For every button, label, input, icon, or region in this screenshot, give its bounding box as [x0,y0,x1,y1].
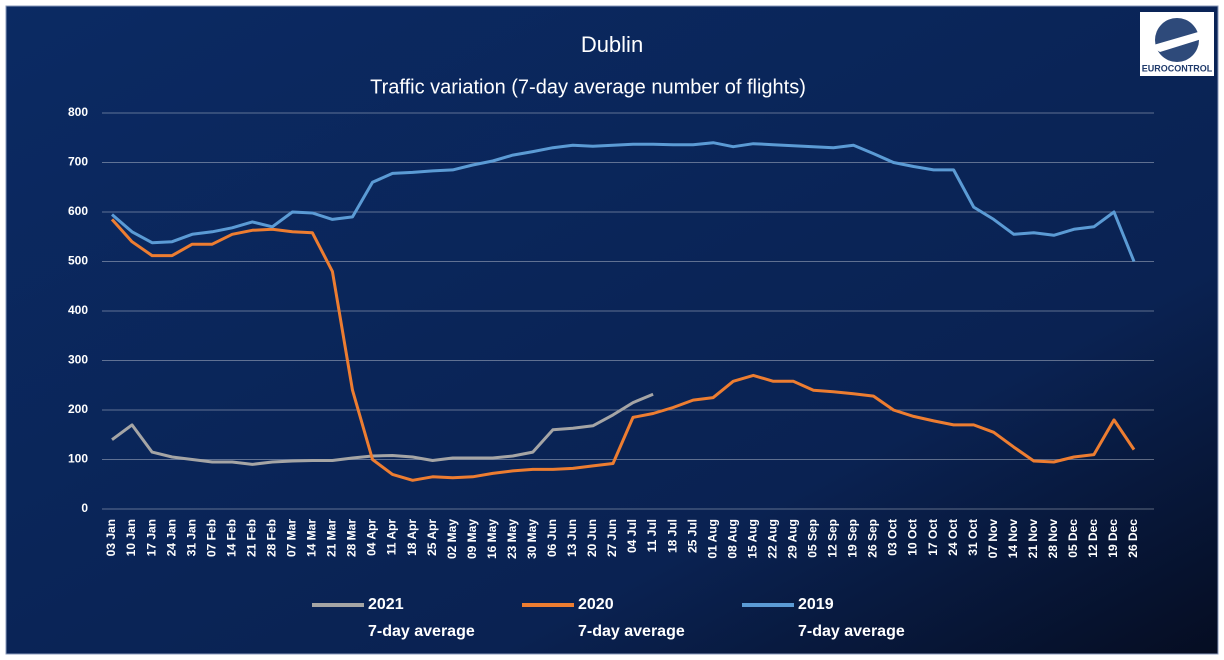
x-tick-label: 03 Jan [104,519,118,556]
x-tick-label: 04 Jul [625,519,639,553]
x-tick-label: 27 Jun [605,519,619,557]
background [5,5,1219,655]
legend-label: 2019 [798,596,834,613]
x-tick-label: 31 Jan [184,519,198,556]
x-tick-label: 12 Dec [1086,519,1100,558]
x-tick-label: 05 Sep [806,519,820,558]
y-tick-label: 200 [68,402,88,416]
x-tick-label: 12 Sep [826,519,840,558]
x-tick-label: 18 Apr [405,519,419,556]
x-tick-label: 21 Feb [244,519,258,557]
series-line [111,141,1136,263]
x-tick-label: 17 Oct [926,519,940,556]
x-tick-label: 19 Sep [846,519,860,558]
x-tick-label: 11 Jul [645,519,659,552]
x-tick-label: 09 May [465,519,479,559]
x-tick-label: 24 Oct [946,519,960,556]
x-tick-label: 05 Dec [1066,519,1080,558]
x-tick-label: 17 Jan [144,519,158,556]
x-tick-label: 25 Jul [685,519,699,553]
x-tick-label: 28 Feb [264,519,278,557]
logo-text: EUROCONTROL [1142,63,1213,73]
x-tick-label: 10 Oct [906,519,920,556]
x-tick-label: 10 Jan [124,519,138,556]
y-tick-label: 800 [68,105,88,119]
x-tick-label: 21 Mar [325,519,339,557]
x-tick-label: 28 Nov [1046,519,1060,559]
legend-label: 2021 [368,596,404,613]
x-tick-label: 07 Nov [986,519,1000,559]
x-tick-label: 21 Nov [1026,519,1040,559]
x-tick-label: 14 Feb [224,519,238,557]
x-tick-label: 03 Oct [886,519,900,556]
series-line [110,218,1136,482]
x-tick-label: 22 Aug [765,519,779,559]
x-tick-label: 24 Jan [164,519,178,556]
x-tick-label: 18 Jul [665,519,679,553]
y-tick-label: 400 [68,303,88,317]
x-tick-label: 25 Apr [425,519,439,556]
y-tick-label: 100 [68,452,88,466]
x-tick-label: 07 Mar [285,519,299,557]
legend-note: 7-day average [798,623,905,640]
x-tick-label: 13 Jun [565,519,579,557]
x-tick-label: 02 May [445,519,459,559]
x-tick-label: 23 May [505,519,519,559]
series-line [111,392,654,466]
x-tick-label: 26 Dec [1126,519,1140,558]
legend-label: 2020 [578,596,614,613]
x-tick-label: 16 May [485,519,499,559]
y-tick-label: 500 [68,254,88,268]
y-tick-label: 300 [68,353,88,367]
chart-subtitle: Traffic variation (7-day average number … [370,76,806,98]
legend-note: 7-day average [578,623,685,640]
y-tick-label: 0 [81,501,88,515]
x-tick-label: 19 Dec [1106,519,1120,558]
x-tick-label: 14 Nov [1006,519,1020,559]
x-tick-label: 11 Apr [385,519,399,556]
x-tick-label: 08 Aug [725,519,739,559]
logo: EUROCONTROL [1140,12,1214,76]
x-tick-label: 20 Jun [585,519,599,557]
x-tick-label: 04 Apr [365,519,379,556]
legend-note: 7-day average [368,623,475,640]
y-tick-label: 600 [68,204,88,218]
x-tick-label: 29 Aug [786,519,800,559]
x-tick-label: 31 Oct [966,519,980,556]
x-tick-label: 15 Aug [745,519,759,559]
x-tick-label: 26 Sep [866,519,880,558]
x-tick-label: 06 Jun [545,519,559,557]
x-tick-label: 14 Mar [305,519,319,557]
chart-title: Dublin [581,32,643,57]
x-tick-label: 28 Mar [345,519,359,557]
x-tick-label: 30 May [525,519,539,559]
x-tick-label: 07 Feb [204,519,218,557]
x-tick-label: 01 Aug [705,519,719,559]
y-tick-label: 700 [68,155,88,169]
